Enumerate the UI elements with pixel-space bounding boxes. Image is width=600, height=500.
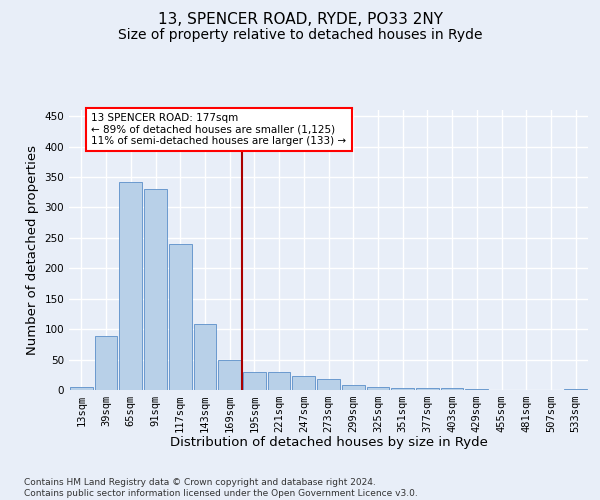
Bar (119, 182, 142, 390)
Bar (243, 372, 266, 390)
Bar (292, 376, 315, 390)
Bar (95, 336, 118, 390)
Bar (218, 360, 241, 390)
Bar (169, 244, 191, 390)
Bar (342, 384, 365, 390)
Bar (70, 387, 93, 390)
Text: 13 SPENCER ROAD: 177sqm
← 89% of detached houses are smaller (1,125)
11% of semi: 13 SPENCER ROAD: 177sqm ← 89% of detache… (91, 113, 346, 146)
Bar (268, 372, 290, 390)
Bar (391, 388, 414, 390)
Bar (317, 379, 340, 390)
Text: Contains HM Land Registry data © Crown copyright and database right 2024.
Contai: Contains HM Land Registry data © Crown c… (24, 478, 418, 498)
Text: 13, SPENCER ROAD, RYDE, PO33 2NY: 13, SPENCER ROAD, RYDE, PO33 2NY (157, 12, 443, 28)
Bar (194, 324, 216, 390)
Y-axis label: Number of detached properties: Number of detached properties (26, 145, 39, 355)
Text: Distribution of detached houses by size in Ryde: Distribution of detached houses by size … (170, 436, 488, 449)
Bar (416, 388, 439, 390)
Text: Size of property relative to detached houses in Ryde: Size of property relative to detached ho… (118, 28, 482, 42)
Bar (441, 388, 463, 390)
Bar (367, 387, 389, 390)
Bar (144, 189, 167, 390)
